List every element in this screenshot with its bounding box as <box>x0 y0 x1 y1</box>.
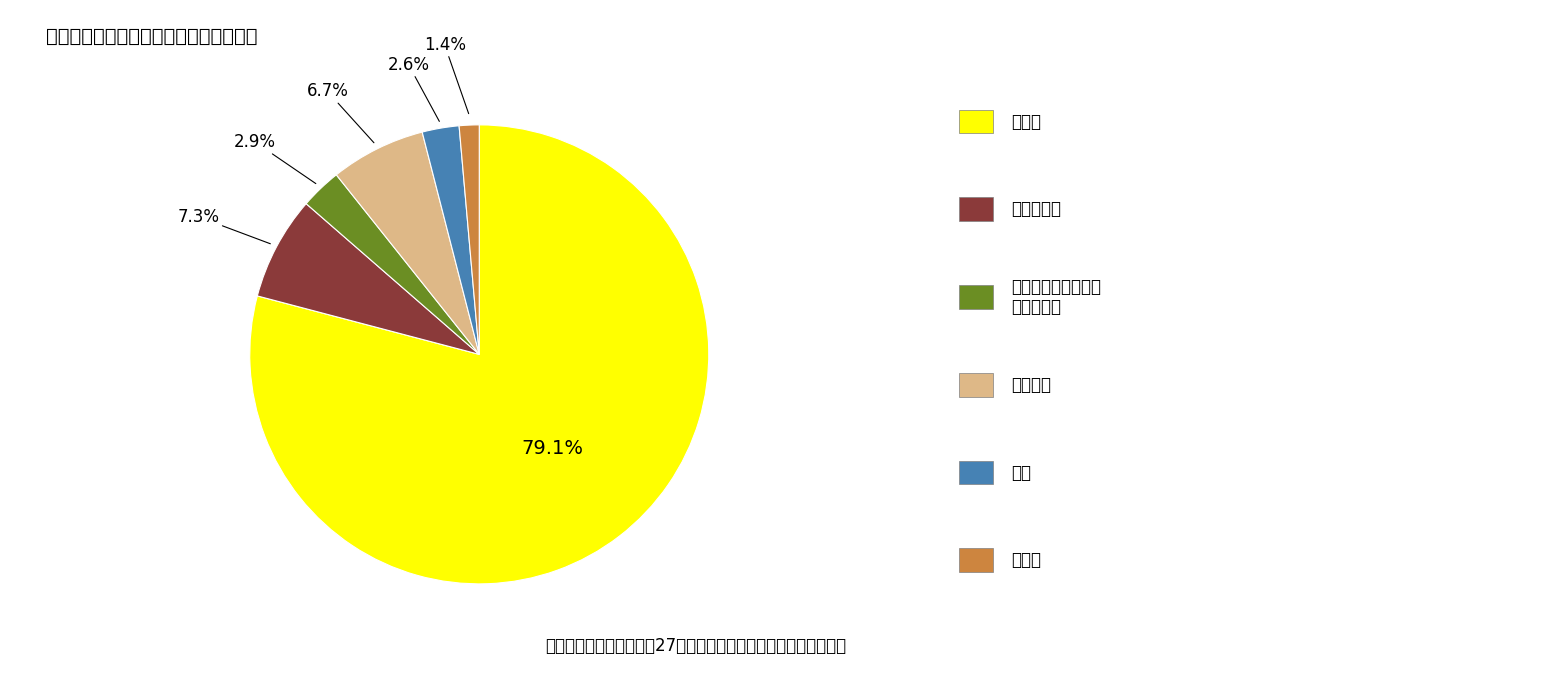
Wedge shape <box>250 125 708 584</box>
Text: その他: その他 <box>1011 551 1040 569</box>
Text: 嘱託: 嘱託 <box>1011 464 1031 481</box>
Text: 2.9%: 2.9% <box>233 133 315 184</box>
Wedge shape <box>422 126 479 354</box>
Wedge shape <box>257 204 479 354</box>
Text: 【図表３】非正規の仕事の具体的な職位: 【図表３】非正規の仕事の具体的な職位 <box>46 27 258 46</box>
Wedge shape <box>306 175 479 354</box>
Text: アルバイト: アルバイト <box>1011 200 1061 218</box>
Text: 資料）厚生労働省「平成27年　国民生活基礎調査」より筆者作成: 資料）厚生労働省「平成27年 国民生活基礎調査」より筆者作成 <box>546 637 846 655</box>
Text: 契約社員: 契約社員 <box>1011 376 1051 394</box>
Text: 労働者派遣事業所の
　派遣社員: 労働者派遣事業所の 派遣社員 <box>1011 277 1101 317</box>
Text: 2.6%: 2.6% <box>388 56 439 122</box>
Text: 6.7%: 6.7% <box>306 82 374 142</box>
Text: 7.3%: 7.3% <box>178 208 271 244</box>
Text: 79.1%: 79.1% <box>521 439 583 458</box>
Text: パート: パート <box>1011 113 1040 130</box>
Wedge shape <box>337 132 479 354</box>
Wedge shape <box>459 125 479 354</box>
Text: 1.4%: 1.4% <box>424 36 468 113</box>
